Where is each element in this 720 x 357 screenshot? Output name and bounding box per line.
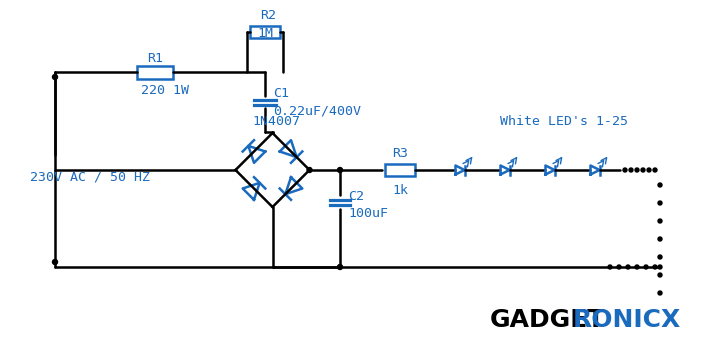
- Circle shape: [658, 219, 662, 223]
- Circle shape: [608, 265, 612, 269]
- Text: C1: C1: [273, 87, 289, 100]
- Circle shape: [635, 265, 639, 269]
- Bar: [385, 164, 415, 176]
- Text: 220 1W: 220 1W: [141, 84, 189, 97]
- Circle shape: [647, 168, 651, 172]
- Circle shape: [307, 167, 312, 172]
- Circle shape: [635, 168, 639, 172]
- Text: 1M: 1M: [257, 27, 273, 40]
- Circle shape: [338, 167, 343, 172]
- Circle shape: [658, 237, 662, 241]
- Circle shape: [641, 168, 645, 172]
- Text: RONICX: RONICX: [573, 308, 681, 332]
- Circle shape: [658, 273, 662, 277]
- Text: 0.22uF/400V: 0.22uF/400V: [273, 104, 361, 117]
- Text: R2: R2: [260, 9, 276, 22]
- Circle shape: [658, 183, 662, 187]
- Bar: [250, 26, 280, 38]
- Bar: [137, 65, 173, 79]
- Text: C2: C2: [348, 190, 364, 203]
- Circle shape: [653, 168, 657, 172]
- Circle shape: [658, 255, 662, 259]
- Circle shape: [653, 265, 657, 269]
- Circle shape: [658, 291, 662, 295]
- Text: GADGET: GADGET: [490, 308, 606, 332]
- Circle shape: [644, 265, 648, 269]
- Circle shape: [53, 260, 58, 265]
- Circle shape: [626, 265, 630, 269]
- Circle shape: [623, 168, 627, 172]
- Text: 1N4007: 1N4007: [253, 115, 300, 128]
- Text: R1: R1: [147, 52, 163, 65]
- Text: R3: R3: [392, 147, 408, 160]
- Text: White LED's 1-25: White LED's 1-25: [500, 115, 628, 128]
- Circle shape: [658, 265, 662, 269]
- Text: 230V AC / 50 HZ: 230V AC / 50 HZ: [30, 170, 150, 183]
- Circle shape: [658, 201, 662, 205]
- Circle shape: [629, 168, 633, 172]
- Circle shape: [338, 265, 343, 270]
- Text: 1k: 1k: [392, 184, 408, 197]
- Circle shape: [617, 265, 621, 269]
- Text: 100uF: 100uF: [348, 207, 388, 220]
- Circle shape: [53, 75, 58, 80]
